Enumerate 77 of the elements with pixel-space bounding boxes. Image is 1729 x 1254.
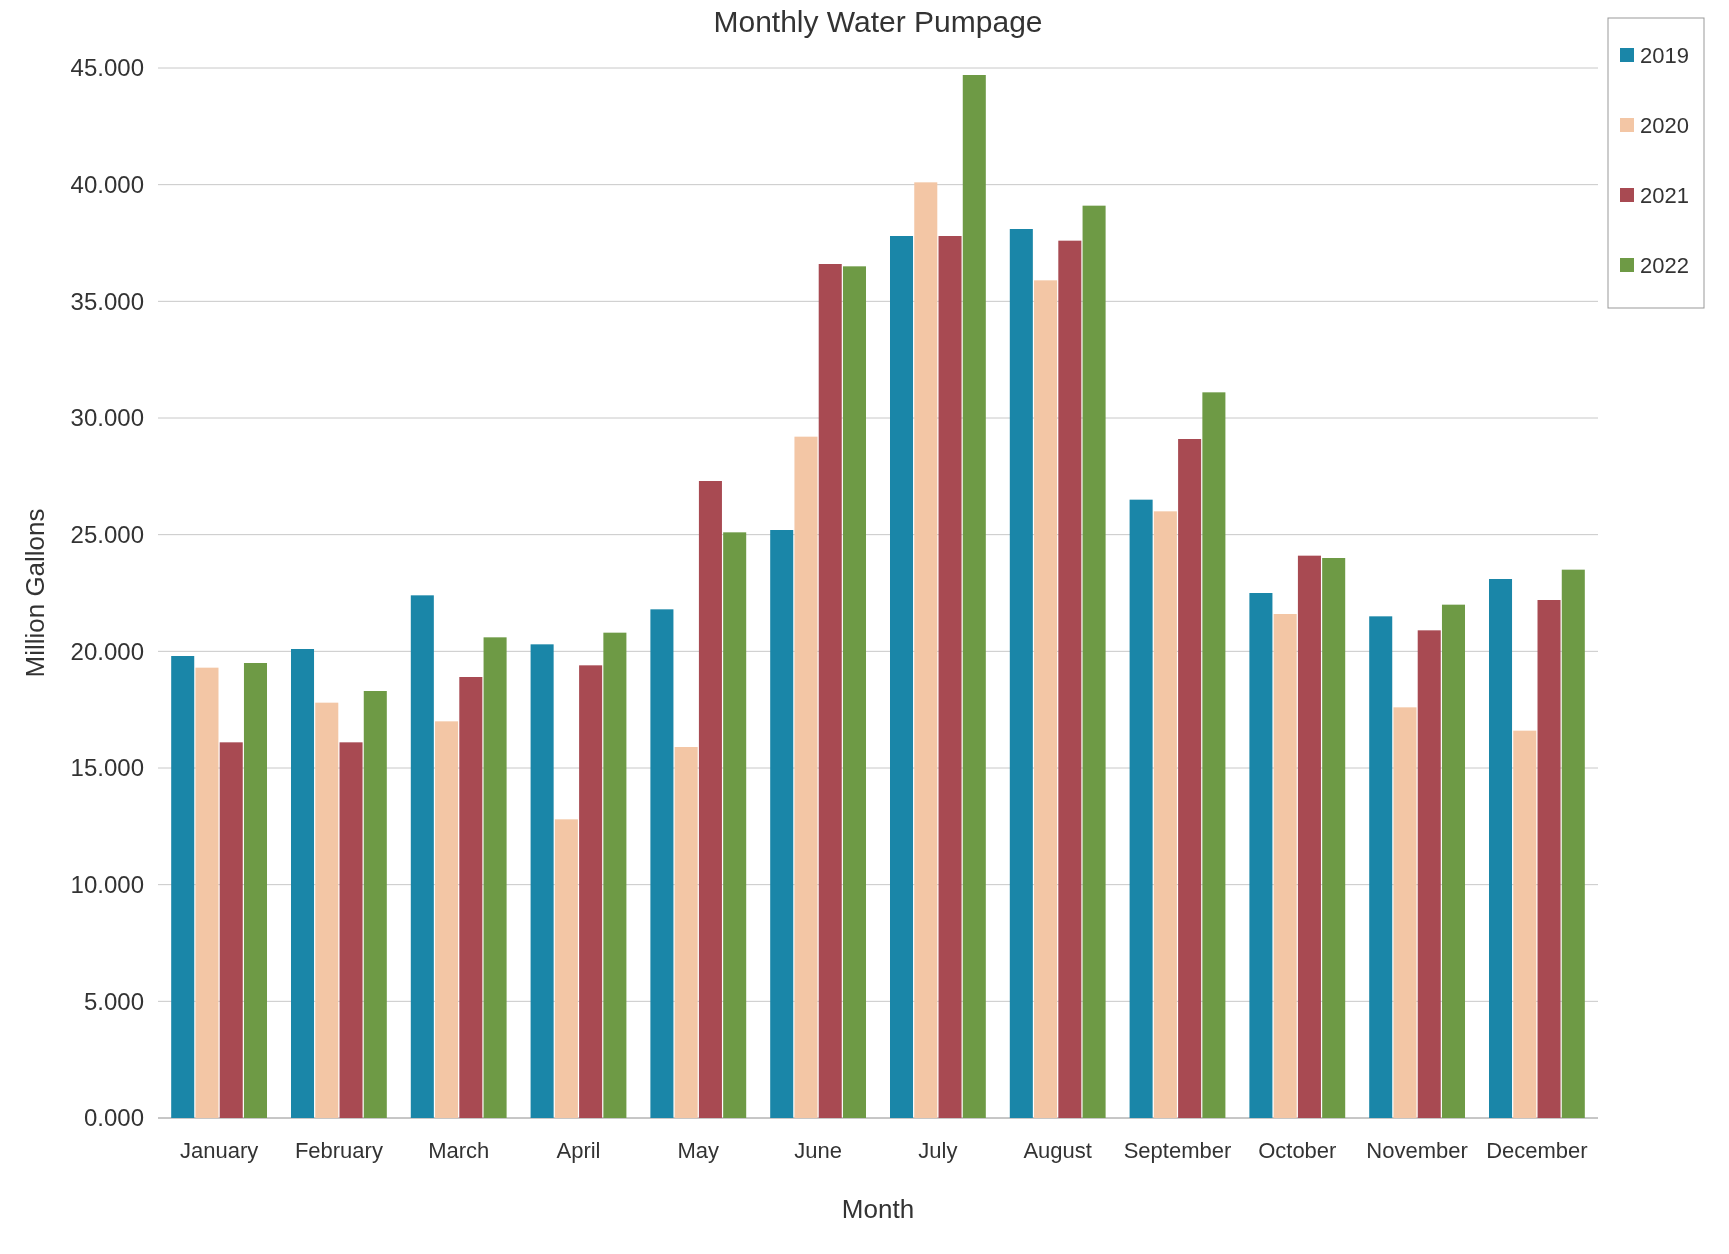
bar — [1297, 555, 1321, 1118]
x-tick-label: March — [428, 1138, 490, 1163]
x-tick-label: April — [556, 1138, 601, 1163]
bar — [1129, 499, 1153, 1118]
y-tick-label: 35.000 — [70, 287, 144, 315]
bar — [1034, 280, 1058, 1118]
bar — [1441, 604, 1465, 1118]
bar — [674, 747, 698, 1118]
x-tick-label: October — [1258, 1138, 1337, 1163]
bar — [723, 532, 747, 1118]
bar — [914, 182, 938, 1118]
y-axis-title: Million Gallons — [20, 508, 50, 678]
bar — [219, 742, 243, 1118]
bar — [1417, 630, 1441, 1118]
bar — [1178, 439, 1202, 1118]
bar — [339, 742, 363, 1118]
x-axis-title: Month — [841, 1194, 915, 1224]
bar — [1082, 205, 1106, 1118]
bar — [650, 609, 674, 1118]
bar — [603, 632, 627, 1118]
legend-label: 2021 — [1640, 182, 1689, 208]
bar — [290, 649, 315, 1118]
bar — [1249, 593, 1273, 1118]
bar — [1058, 240, 1082, 1118]
bar — [1009, 229, 1033, 1118]
legend-label: 2022 — [1640, 252, 1689, 278]
x-tick-label: November — [1366, 1138, 1468, 1163]
y-tick-label: 5.000 — [83, 987, 144, 1015]
bar — [1513, 730, 1537, 1118]
bar — [1537, 600, 1561, 1118]
bar — [962, 75, 986, 1118]
bar — [938, 236, 962, 1118]
bar — [363, 691, 387, 1118]
bar — [195, 667, 219, 1118]
bar — [1153, 511, 1177, 1118]
x-tick-label: June — [794, 1138, 842, 1163]
y-tick-label: 10.000 — [70, 871, 144, 899]
y-tick-label: 40.000 — [70, 171, 144, 199]
bar — [1273, 614, 1297, 1118]
bar — [315, 702, 339, 1118]
x-tick-label: July — [918, 1138, 958, 1163]
x-tick-label: January — [179, 1138, 259, 1163]
y-tick-label: 15.000 — [70, 754, 144, 782]
x-tick-label: December — [1486, 1138, 1588, 1163]
bar — [1322, 558, 1346, 1118]
bar — [530, 644, 554, 1118]
bar — [410, 595, 434, 1118]
y-tick-label: 0.000 — [83, 1104, 144, 1132]
y-tick-label: 30.000 — [70, 404, 144, 432]
bar — [243, 663, 267, 1118]
bar — [1561, 569, 1585, 1118]
bar — [1489, 579, 1513, 1118]
y-tick-label: 45.000 — [70, 54, 144, 82]
x-tick-label: September — [1123, 1138, 1232, 1163]
bar — [842, 266, 867, 1118]
bar — [1202, 392, 1226, 1118]
bar — [770, 530, 794, 1118]
x-tick-label: May — [677, 1138, 720, 1163]
bar — [1393, 707, 1417, 1118]
legend-label: 2019 — [1640, 42, 1689, 68]
bar — [483, 637, 507, 1118]
bar — [435, 721, 459, 1118]
bar — [171, 656, 195, 1118]
bar — [818, 264, 842, 1118]
x-tick-label: August — [1023, 1138, 1092, 1163]
bar — [698, 481, 722, 1118]
y-tick-label: 20.000 — [70, 637, 144, 665]
legend-label: 2020 — [1640, 112, 1689, 138]
y-tick-label: 25.000 — [70, 521, 144, 549]
bar — [890, 236, 914, 1118]
chart-title: Monthly Water Pumpage — [713, 5, 1043, 38]
bar — [579, 665, 603, 1118]
x-tick-label: February — [294, 1138, 383, 1163]
bar — [459, 677, 483, 1118]
bar — [794, 436, 818, 1118]
bar — [554, 819, 578, 1118]
bar — [1369, 616, 1393, 1118]
